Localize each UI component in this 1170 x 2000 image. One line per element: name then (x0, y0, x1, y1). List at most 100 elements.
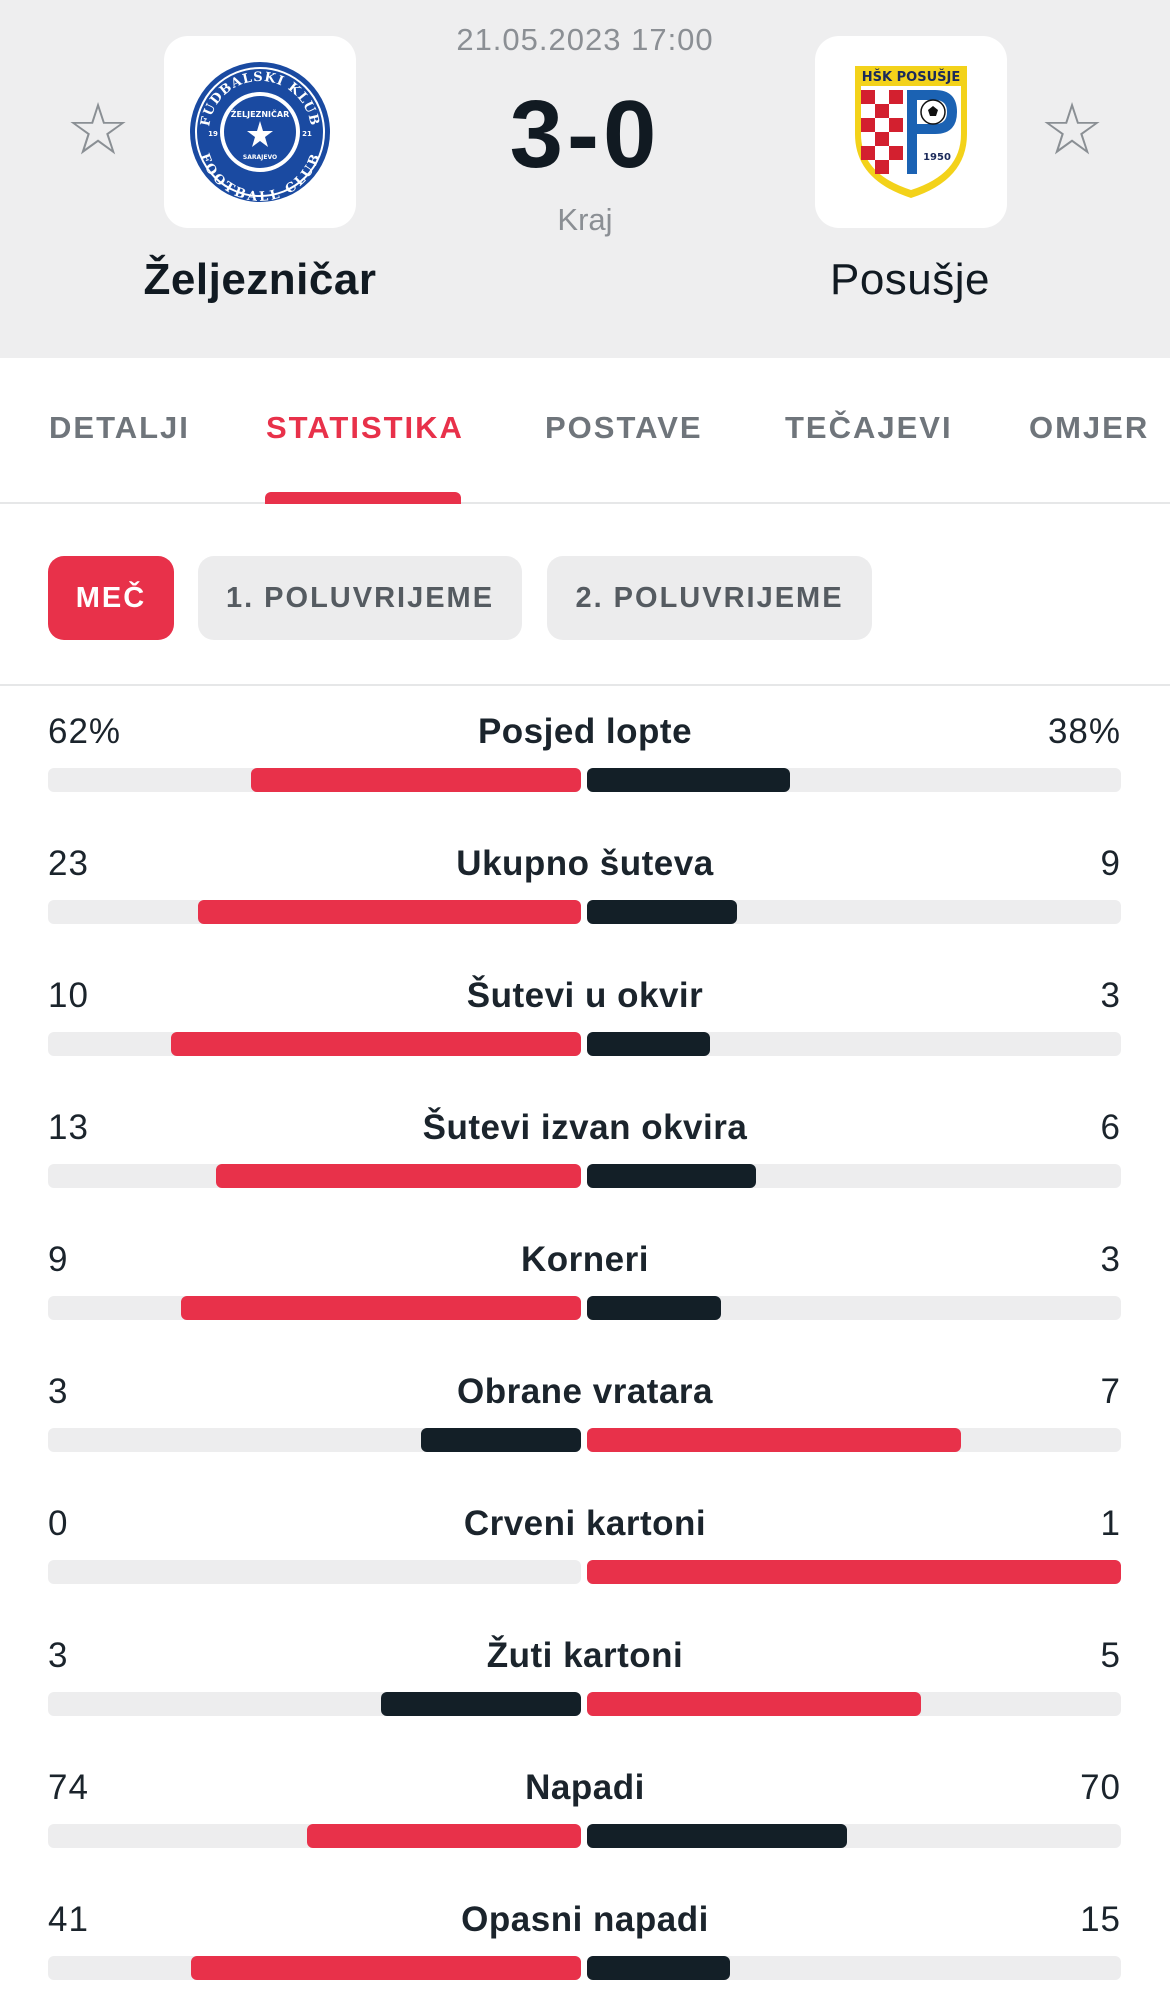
stat-away-bar (587, 1560, 1121, 1584)
stat-away-value: 3 (1100, 976, 1121, 1015)
stat-home-value: 0 (48, 1504, 69, 1543)
stat-away-track (587, 1032, 1121, 1056)
stat-away-bar (587, 1692, 921, 1716)
tab-omjer[interactable]: OMJER (1029, 410, 1150, 445)
stat-away-bar (587, 1824, 847, 1848)
stat-away-value: 6 (1100, 1108, 1121, 1147)
stat-away-bar (587, 900, 737, 924)
stat-home-bar (198, 900, 581, 924)
away-logo-year: 1950 (923, 152, 951, 163)
stat-row: 23 Ukupno šuteva 9 (0, 818, 1170, 950)
stat-label: Crveni kartoni (463, 1504, 707, 1543)
stat-home-value: 41 (48, 1900, 89, 1939)
stat-away-track (587, 1164, 1121, 1188)
match-tabs: DETALJI STATISTIKA POSTAVE TEČAJEVI OMJE… (0, 358, 1170, 504)
period-mec-button[interactable]: MEČ (48, 556, 174, 640)
stat-home-bar (251, 768, 581, 792)
stat-label: Opasni napadi (461, 1900, 709, 1939)
stat-label: Posjed lopte (477, 712, 693, 751)
tab-postave[interactable]: POSTAVE (545, 410, 703, 445)
active-tab-indicator (265, 492, 461, 504)
stat-away-bar (587, 1164, 756, 1188)
stat-away-track (587, 768, 1121, 792)
stat-row: 9 Korneri 3 (0, 1214, 1170, 1346)
home-logo-city: SARAJEVO (243, 154, 277, 161)
stat-home-value: 3 (48, 1636, 69, 1675)
stat-row: 74 Napadi 70 (0, 1742, 1170, 1874)
tab-tecajevi[interactable]: TEČAJEVI (785, 410, 953, 445)
stat-home-bar (216, 1164, 581, 1188)
period-second-half-button[interactable]: 2. POLUVRIJEME (547, 556, 872, 640)
match-score: 3-0 (509, 81, 661, 188)
away-logo-banner: HŠK POSUŠJE (862, 69, 960, 85)
stat-away-value: 5 (1100, 1636, 1121, 1675)
away-team-name[interactable]: Posušje (829, 255, 991, 304)
stat-away-track (587, 1296, 1121, 1320)
tab-statistika[interactable]: STATISTIKA (266, 410, 464, 445)
stat-home-bar (171, 1032, 581, 1056)
stat-home-value: 9 (48, 1240, 69, 1279)
stat-row: 10 Šutevi u okvir 3 (0, 950, 1170, 1082)
stat-home-track (48, 1428, 581, 1452)
stat-home-bar (307, 1824, 581, 1848)
statistics-list: 62% Posjed lopte 38% 23 Ukupno šuteva 9 10 Šute… (0, 686, 1170, 2000)
stat-home-track (48, 768, 581, 792)
stat-away-bar (587, 1428, 961, 1452)
home-logo-center-text: ŽELJEZNIČAR (231, 108, 290, 119)
stat-away-bar (587, 768, 790, 792)
posusje-crest-icon: HŠK POSUŠJE 1950 (855, 66, 967, 198)
stat-label: Ukupno šuteva (456, 844, 714, 883)
stat-away-bar (587, 1032, 710, 1056)
stat-home-bar (191, 1956, 581, 1980)
favorite-home-star-icon[interactable]: ☆ (65, 90, 131, 170)
stat-home-track (48, 1296, 581, 1320)
stat-label: Šutevi izvan okvira (422, 1108, 748, 1147)
stat-home-value: 3 (48, 1372, 69, 1411)
stat-away-bar (587, 1956, 730, 1980)
stat-away-track (587, 1560, 1121, 1584)
stat-away-value: 7 (1100, 1372, 1121, 1411)
stat-label: Napadi (525, 1768, 645, 1807)
period-first-half-button[interactable]: 1. POLUVRIJEME (198, 556, 522, 640)
stat-away-track (587, 900, 1121, 924)
stat-home-track (48, 1032, 581, 1056)
stat-home-value: 10 (48, 976, 89, 1015)
stat-home-value: 74 (48, 1768, 89, 1807)
stat-home-track (48, 1164, 581, 1188)
zeljeznicar-crest-icon: FUDBALSKI KLUB FOOTBALL CLUB ŽELJEZNIČAR… (190, 62, 330, 205)
away-team-logo[interactable]: HŠK POSUŠJE 1950 (815, 36, 1007, 228)
stat-away-value: 1 (1100, 1504, 1121, 1543)
stat-home-track (48, 1824, 581, 1848)
stat-home-value: 62% (48, 712, 122, 751)
stat-away-value: 3 (1100, 1240, 1121, 1279)
stat-label: Korneri (521, 1240, 649, 1279)
stat-home-value: 13 (48, 1108, 89, 1147)
stat-row: 0 Crveni kartoni 1 (0, 1478, 1170, 1610)
stat-home-value: 23 (48, 844, 89, 883)
stat-away-value: 70 (1080, 1768, 1121, 1807)
match-status: Kraj (557, 202, 613, 237)
home-team-logo[interactable]: FUDBALSKI KLUB FOOTBALL CLUB ŽELJEZNIČAR… (164, 36, 356, 228)
stat-row: 3 Obrane vratara 7 (0, 1346, 1170, 1478)
stat-home-bar (181, 1296, 581, 1320)
stat-away-value: 9 (1100, 844, 1121, 883)
home-logo-year-right: 21 (302, 130, 312, 138)
period-filter: MEČ 1. POLUVRIJEME 2. POLUVRIJEME (0, 504, 1170, 686)
stat-away-track (587, 1824, 1121, 1848)
match-header: ☆ FUDBALSKI KLUB FOOTBALL CLUB ŽELJEZNIČ… (0, 0, 1170, 358)
stat-home-bar (421, 1428, 581, 1452)
match-datetime: 21.05.2023 17:00 (456, 22, 714, 57)
stat-row: 13 Šutevi izvan okvira 6 (0, 1082, 1170, 1214)
stat-away-value: 15 (1080, 1900, 1121, 1939)
home-logo-year-left: 19 (208, 130, 218, 138)
stat-away-track (587, 1956, 1121, 1980)
stat-away-track (587, 1692, 1121, 1716)
stat-home-track (48, 900, 581, 924)
stat-away-bar (587, 1296, 721, 1320)
tab-detalji[interactable]: DETALJI (49, 410, 190, 445)
stat-label: Žuti kartoni (486, 1636, 684, 1675)
home-team-name[interactable]: Željezničar (143, 255, 377, 304)
stat-row: 62% Posjed lopte 38% (0, 686, 1170, 818)
stat-row: 41 Opasni napadi 15 (0, 1874, 1170, 2000)
favorite-away-star-icon[interactable]: ☆ (1039, 90, 1105, 170)
